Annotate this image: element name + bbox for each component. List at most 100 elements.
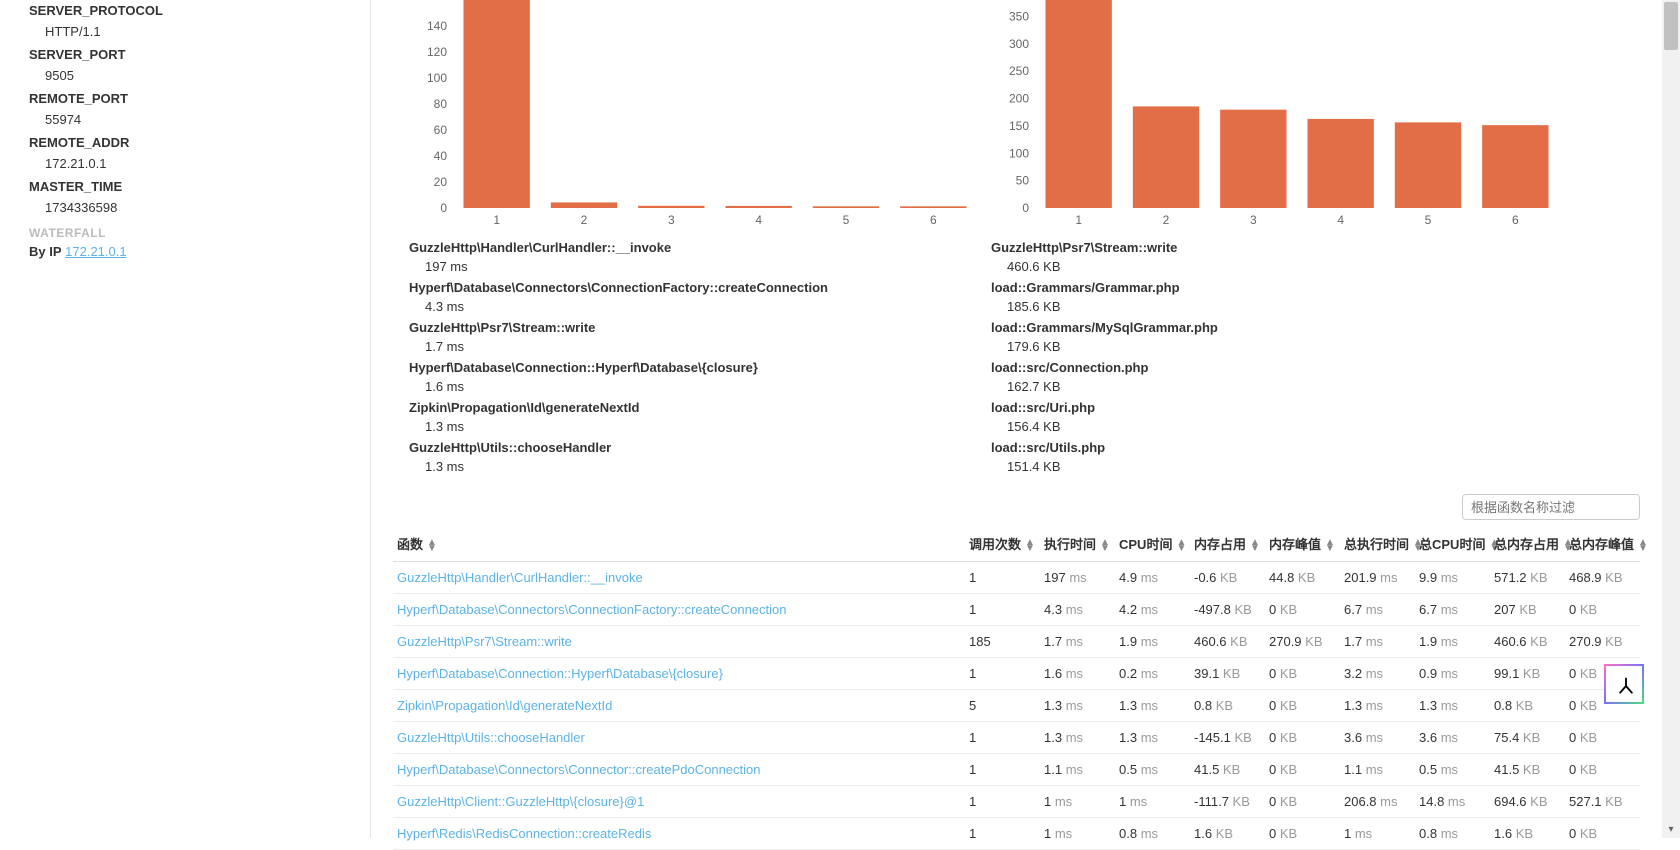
table-cell: 14.8 ms	[1415, 786, 1490, 818]
function-link[interactable]: Hyperf\Redis\RedisConnection::createRedi…	[397, 826, 651, 841]
legend-item-value: 151.4 KB	[991, 457, 1569, 476]
table-header-cell[interactable]: 总内存峰值	[1565, 526, 1640, 562]
sort-icon[interactable]	[427, 540, 437, 552]
table-header-cell[interactable]: 调用次数	[965, 526, 1040, 562]
svg-text:2: 2	[581, 213, 588, 227]
sidebar-item-value: 172.21.0.1	[29, 153, 360, 174]
table-cell: 0 KB	[1265, 722, 1340, 754]
legend-item-name: load::src/Utils.php	[991, 438, 1569, 457]
table-cell-function[interactable]: Hyperf\Redis\RedisConnection::createRedi…	[393, 818, 965, 850]
table-cell: 1.1 ms	[1340, 754, 1415, 786]
by-ip-label: By IP	[29, 244, 62, 259]
table-cell: -111.7 KB	[1190, 786, 1265, 818]
function-link[interactable]: Hyperf\Database\Connectors\ConnectionFac…	[397, 602, 787, 617]
table-cell: 1	[965, 658, 1040, 690]
legend-item-name: Hyperf\Database\Connectors\ConnectionFac…	[409, 278, 987, 297]
table-header-cell[interactable]: CPU时间	[1115, 526, 1190, 562]
table-cell: 0.8 ms	[1415, 818, 1490, 850]
table-header-cell[interactable]: 总内存占用	[1490, 526, 1565, 562]
table-cell: 4.3 ms	[1040, 594, 1115, 626]
table-header-cell[interactable]: 内存占用	[1190, 526, 1265, 562]
table-cell: 694.6 KB	[1490, 786, 1565, 818]
sort-icon[interactable]	[1100, 540, 1110, 552]
table-header-cell[interactable]: 总执行时间	[1340, 526, 1415, 562]
table-row: GuzzleHttp\Handler\CurlHandler::__invoke…	[393, 562, 1640, 594]
table-header-cell[interactable]: 总CPU时间	[1415, 526, 1490, 562]
table-cell: 0 KB	[1565, 818, 1640, 850]
sort-icon[interactable]	[1250, 540, 1260, 552]
legend-item-value: 1.3 ms	[409, 417, 987, 436]
svg-text:6: 6	[1512, 213, 1519, 227]
table-header-cell[interactable]: 内存峰值	[1265, 526, 1340, 562]
table-cell: 185	[965, 626, 1040, 658]
sidebar-item-label: REMOTE_PORT	[29, 88, 360, 109]
scrollbar-vertical[interactable]: ▾	[1662, 0, 1680, 838]
table-cell-function[interactable]: Zipkin\Propagation\Id\generateNextId	[393, 690, 965, 722]
sort-icon[interactable]	[1176, 540, 1186, 552]
assistant-fab[interactable]	[1604, 664, 1644, 704]
legend-item: Hyperf\Database\Connection::Hyperf\Datab…	[409, 358, 987, 396]
legend-item-name: load::src/Connection.php	[991, 358, 1569, 377]
table-cell: 41.5 KB	[1190, 754, 1265, 786]
table-cell: 75.4 KB	[1490, 722, 1565, 754]
legend-item: load::src/Connection.php162.7 KB	[991, 358, 1569, 396]
table-cell: 1	[965, 562, 1040, 594]
table-row: Hyperf\Database\Connection::Hyperf\Datab…	[393, 658, 1640, 690]
table-cell: 41.5 KB	[1490, 754, 1565, 786]
function-link[interactable]: GuzzleHttp\Psr7\Stream::write	[397, 634, 572, 649]
sort-icon[interactable]	[1638, 540, 1648, 552]
scrollbar-down-arrow[interactable]: ▾	[1662, 820, 1680, 838]
svg-text:20: 20	[434, 175, 448, 189]
chart-right-column: 050100150200250300350123456 GuzzleHttp\P…	[991, 0, 1569, 478]
function-link[interactable]: Hyperf\Database\Connection::Hyperf\Datab…	[397, 666, 723, 681]
by-ip-link[interactable]: 172.21.0.1	[65, 244, 126, 259]
table-cell: 4.9 ms	[1115, 562, 1190, 594]
table-cell: 9.9 ms	[1415, 562, 1490, 594]
legend-item-value: 185.6 KB	[991, 297, 1569, 316]
table-cell: 1 ms	[1040, 786, 1115, 818]
function-link[interactable]: Hyperf\Database\Connectors\Connector::cr…	[397, 762, 761, 777]
table-cell: 99.1 KB	[1490, 658, 1565, 690]
table-cell: 0 KB	[1265, 786, 1340, 818]
table-cell: 0 KB	[1265, 754, 1340, 786]
table-row: Zipkin\Propagation\Id\generateNextId51.3…	[393, 690, 1640, 722]
svg-text:120: 120	[427, 45, 447, 59]
table-cell: 1.1 ms	[1040, 754, 1115, 786]
table-cell: 0.8 KB	[1190, 690, 1265, 722]
function-link[interactable]: Zipkin\Propagation\Id\generateNextId	[397, 698, 612, 713]
table-cell: 1.7 ms	[1340, 626, 1415, 658]
filter-input[interactable]	[1462, 494, 1640, 520]
sort-icon[interactable]	[1025, 540, 1035, 552]
legend-item-name: GuzzleHttp\Handler\CurlHandler::__invoke	[409, 238, 987, 257]
table-cell-function[interactable]: GuzzleHttp\Client::GuzzleHttp\{closure}@…	[393, 786, 965, 818]
table-header-cell[interactable]: 函数	[393, 526, 965, 562]
table-cell: 0 KB	[1565, 594, 1640, 626]
table-cell-function[interactable]: GuzzleHttp\Psr7\Stream::write	[393, 626, 965, 658]
sidebar-item-value: HTTP/1.1	[29, 21, 360, 42]
table-cell: 1.6 KB	[1190, 818, 1265, 850]
function-link[interactable]: GuzzleHttp\Client::GuzzleHttp\{closure}@…	[397, 794, 644, 809]
chart-left-svg: 020406080100120140123456	[409, 0, 987, 230]
table-cell-function[interactable]: GuzzleHttp\Handler\CurlHandler::__invoke	[393, 562, 965, 594]
table-cell: 0.8 ms	[1115, 818, 1190, 850]
function-link[interactable]: GuzzleHttp\Handler\CurlHandler::__invoke	[397, 570, 643, 585]
table-cell-function[interactable]: Hyperf\Database\Connectors\ConnectionFac…	[393, 594, 965, 626]
sort-icon[interactable]	[1325, 540, 1335, 552]
table-row: Hyperf\Database\Connectors\Connector::cr…	[393, 754, 1640, 786]
table-cell-function[interactable]: Hyperf\Database\Connectors\Connector::cr…	[393, 754, 965, 786]
function-link[interactable]: GuzzleHttp\Utils::chooseHandler	[397, 730, 585, 745]
scrollbar-thumb[interactable]	[1664, 2, 1678, 50]
table-cell: 6.7 ms	[1415, 594, 1490, 626]
table-cell: 0.8 KB	[1490, 690, 1565, 722]
svg-text:350: 350	[1009, 9, 1029, 23]
legend-item-value: 1.7 ms	[409, 337, 987, 356]
legend-item: load::Grammars/Grammar.php185.6 KB	[991, 278, 1569, 316]
table-cell: 3.2 ms	[1340, 658, 1415, 690]
table-cell-function[interactable]: GuzzleHttp\Utils::chooseHandler	[393, 722, 965, 754]
table-header-cell[interactable]: 执行时间	[1040, 526, 1115, 562]
page-root: SERVER_PROTOCOLHTTP/1.1SERVER_PORT9505RE…	[0, 0, 1662, 838]
table-wrap: 函数调用次数执行时间CPU时间内存占用内存峰值总执行时间总CPU时间总内存占用总…	[371, 526, 1662, 850]
table-row: GuzzleHttp\Utils::chooseHandler11.3 ms1.…	[393, 722, 1640, 754]
table-cell-function[interactable]: Hyperf\Database\Connection::Hyperf\Datab…	[393, 658, 965, 690]
svg-text:4: 4	[755, 213, 762, 227]
